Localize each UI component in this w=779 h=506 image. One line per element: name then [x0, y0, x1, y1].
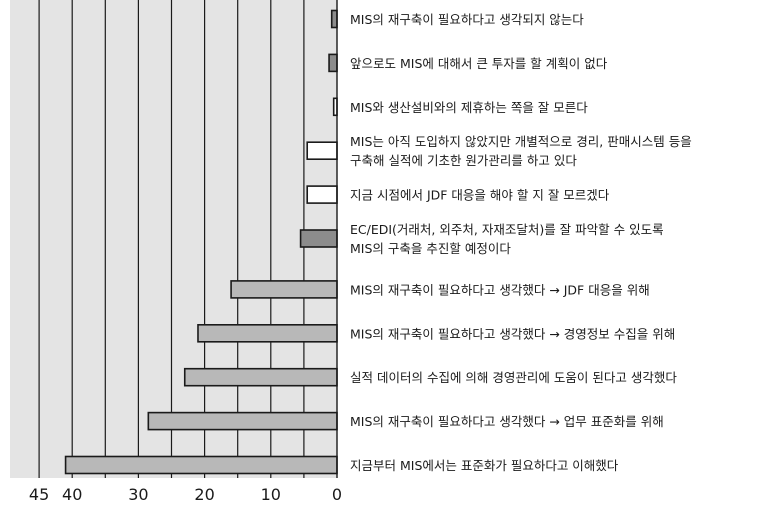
x-tick-label: 20: [194, 485, 214, 504]
x-tick-label: 10: [261, 485, 281, 504]
category-label: MIS는 아직 도입하지 않았지만 개별적으로 경리, 판매시스템 등을: [350, 134, 692, 149]
category-label: MIS의 재구축이 필요하다고 생각했다 → JDF 대응을 위해: [350, 282, 650, 297]
x-tick-label: 30: [128, 485, 148, 504]
category-label: 앞으로도 MIS에 대해서 큰 투자를 할 계획이 없다: [350, 56, 608, 71]
bar: [299, 229, 338, 248]
category-label: MIS와 생산설비와의 제휴하는 쪽을 잘 모른다: [350, 100, 588, 115]
category-label: 지금 시점에서 JDF 대응을 해야 할 지 잘 모르겠다: [350, 188, 610, 203]
bar: [330, 9, 338, 29]
category-label: 구축해 실적에 기초한 원가관리를 하고 있다: [350, 153, 577, 168]
category-label: MIS의 재구축이 필요하다고 생각했다 → 경영정보 수집을 위해: [350, 326, 675, 341]
bar: [183, 367, 338, 387]
plot-panel: [10, 0, 337, 478]
x-tick-label: 0: [332, 485, 342, 504]
category-label: 지금부터 MIS에서는 표준화가 필요하다고 이해했다: [350, 458, 619, 473]
bar: [197, 323, 338, 343]
x-tick-label: 40: [62, 485, 82, 504]
bar: [64, 455, 338, 475]
bar: [147, 411, 338, 431]
category-label: MIS의 재구축이 필요하다고 생각했다 → 업무 표준화를 위해: [350, 414, 664, 429]
bar: [306, 141, 338, 160]
category-label: MIS의 구축을 추진할 예정이다: [350, 241, 511, 256]
bars: [64, 9, 338, 475]
x-tick-label: 45: [29, 485, 49, 504]
category-label: EC/EDI(거래처, 외주처, 자재조달처)를 잘 파악할 수 있도록: [350, 222, 664, 237]
category-label: 실적 데이터의 수집에 의해 경영관리에 도움이 된다고 생각했다: [350, 370, 677, 385]
bar: [306, 185, 338, 204]
x-tick-labels: 0 10 20 30 40 45: [29, 485, 342, 504]
bar: [230, 280, 338, 299]
grid-lines: [38, 0, 305, 478]
category-label: MIS의 재구축이 필요하다고 생각되지 않는다: [350, 12, 584, 27]
bar: [328, 53, 338, 73]
